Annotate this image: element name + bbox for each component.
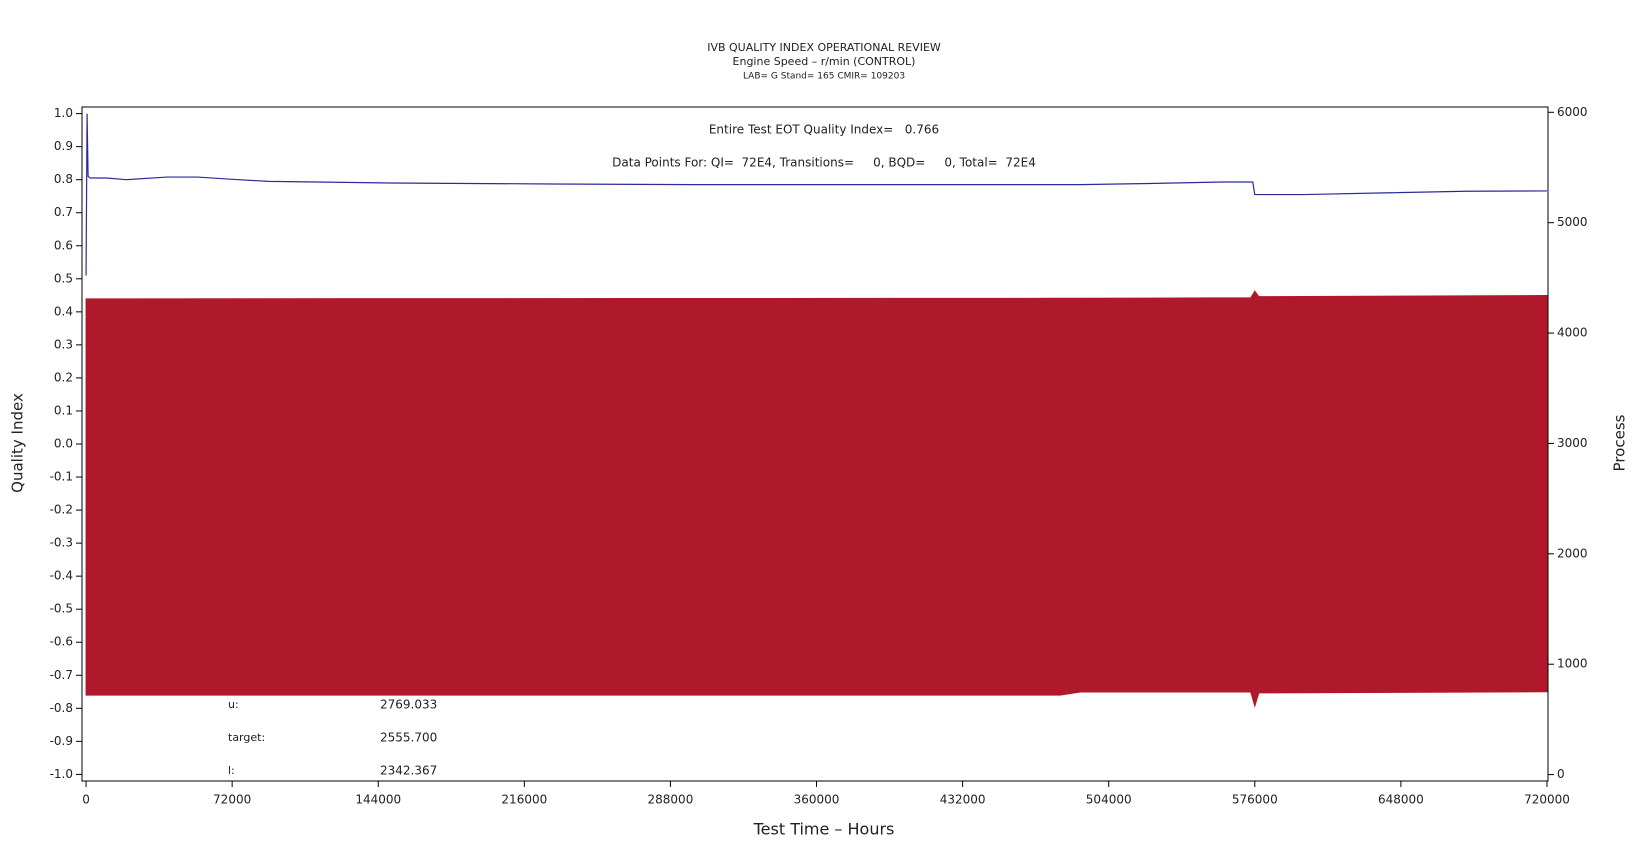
y2-axis-label: Process [1611,414,1629,471]
y-tick-label: 0.4 [54,304,73,318]
x-tick-label: 576000 [1232,793,1278,807]
y-tick-label: 0.6 [54,238,73,252]
x-tick-label: 0 [82,793,90,807]
y-tick-label: 0.1 [54,403,73,417]
stat-label: u: [228,698,239,711]
y2-tick-label: 0 [1557,767,1565,781]
chart-title: IVB QUALITY INDEX OPERATIONAL REVIEW [707,41,941,54]
y2-tick-label: 2000 [1557,546,1588,560]
process-band [85,290,1548,708]
stat-label: l: [228,764,235,777]
y-tick-label: -0.9 [50,734,73,748]
x-tick-label: 144000 [355,793,401,807]
y-tick-label: -0.7 [50,668,73,682]
x-tick-label: 72000 [213,793,251,807]
y-tick-label: 0.7 [54,205,73,219]
x-tick-label: 720000 [1524,793,1570,807]
y2-tick-label: 5000 [1557,215,1588,229]
x-tick-label: 432000 [940,793,986,807]
y-tick-label: 0.0 [54,437,73,451]
y-tick-label: -0.1 [50,470,73,484]
stat-label: target: [228,731,265,744]
annotation: Entire Test EOT Quality Index= 0.766 [709,123,939,137]
y-tick-label: -1.0 [50,767,73,781]
y-tick-label: 1.0 [54,106,73,120]
y2-tick-label: 6000 [1557,105,1588,119]
y-tick-label: -0.6 [50,635,73,649]
y-tick-label: -0.2 [50,503,73,517]
stat-value: 2342.367 [380,764,437,778]
y-tick-label: 0.5 [54,271,73,285]
chart-subtitle: LAB= G Stand= 165 CMIR= 109203 [743,72,905,82]
y-tick-label: -0.8 [50,701,73,715]
y2-tick-label: 3000 [1557,436,1588,450]
y-tick-label: 0.8 [54,172,73,186]
y2-tick-label: 1000 [1557,657,1588,671]
y2-tick-label: 4000 [1557,326,1588,340]
x-tick-label: 648000 [1378,793,1424,807]
x-tick-label: 504000 [1086,793,1132,807]
y-tick-label: 0.9 [54,139,73,153]
y-tick-label: -0.4 [50,569,73,583]
y-tick-label: 0.2 [54,370,73,384]
stat-value: 2769.033 [380,698,437,712]
y-tick-label: 0.3 [54,337,73,351]
annotation: Data Points For: QI= 72E4, Transitions= … [612,156,1036,170]
x-tick-label: 360000 [794,793,840,807]
y-tick-label: -0.5 [50,602,73,616]
y-tick-label: -0.3 [50,536,73,550]
x-tick-label: 288000 [648,793,694,807]
x-tick-label: 216000 [501,793,547,807]
stat-value: 2555.700 [380,731,437,745]
x-axis-label: Test Time – Hours [753,820,895,839]
y-axis-label: Quality Index [9,393,27,493]
chart-subtitle: Engine Speed – r/min (CONTROL) [733,55,916,68]
line [85,113,1547,276]
